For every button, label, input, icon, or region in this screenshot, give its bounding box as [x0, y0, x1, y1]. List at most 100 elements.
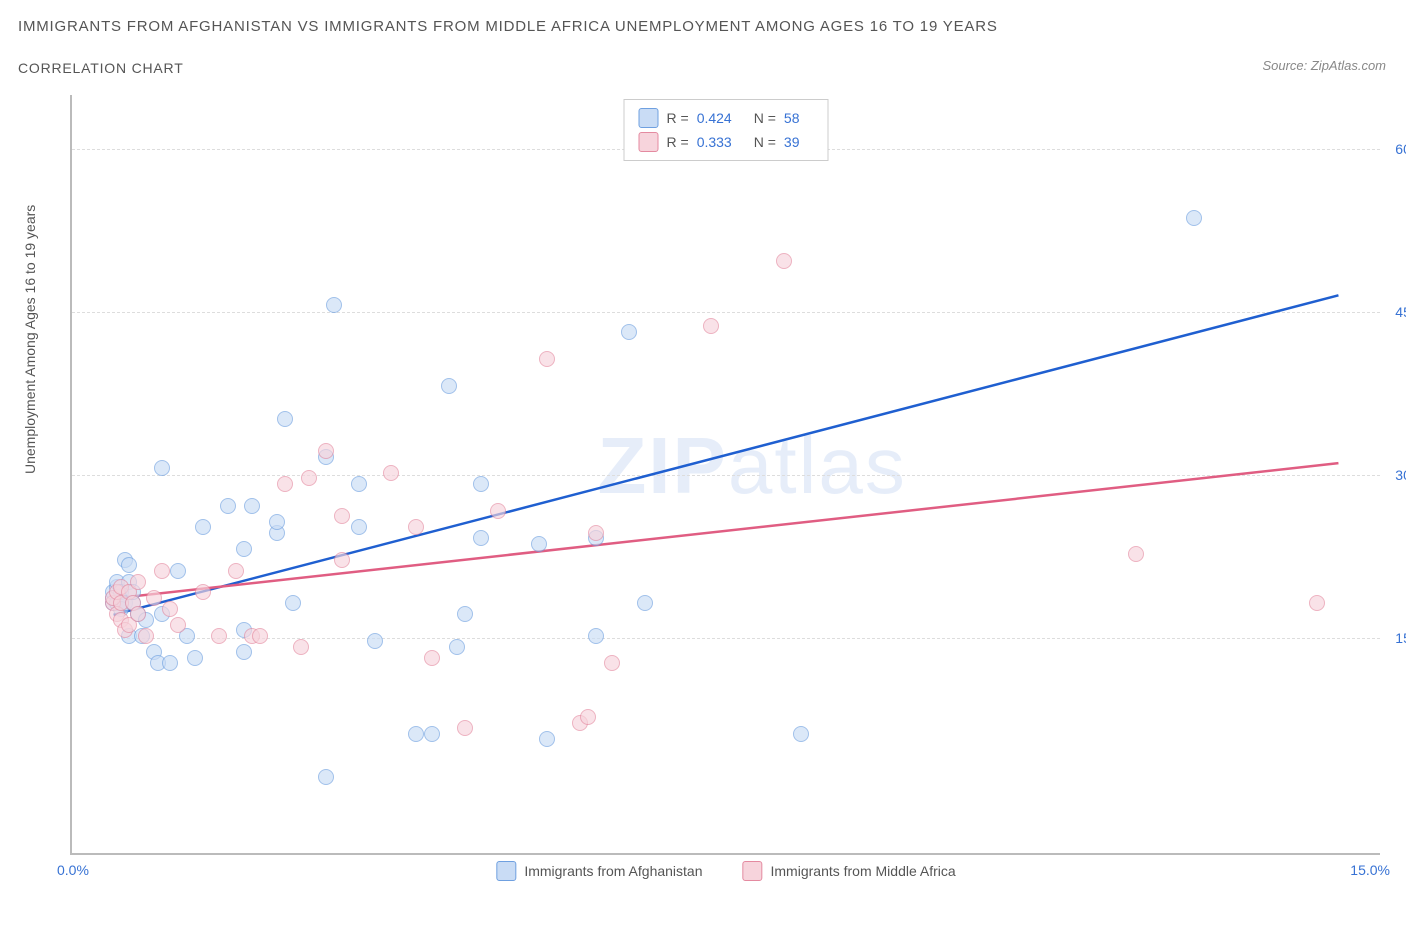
- series-legend-item: Immigrants from Afghanistan: [496, 861, 702, 881]
- data-point: [277, 476, 293, 492]
- data-point: [457, 606, 473, 622]
- chart-title: IMMIGRANTS FROM AFGHANISTAN VS IMMIGRANT…: [18, 18, 998, 35]
- data-point: [776, 253, 792, 269]
- data-point: [211, 628, 227, 644]
- legend-swatch: [639, 132, 659, 152]
- r-label: R =: [667, 110, 689, 126]
- y-tick-label: 45.0%: [1395, 304, 1406, 320]
- data-point: [580, 709, 596, 725]
- x-axis-min-label: 0.0%: [57, 862, 89, 878]
- data-point: [1186, 210, 1202, 226]
- data-point: [334, 508, 350, 524]
- stats-legend: R = 0.424 N = 58 R = 0.333 N = 39: [624, 99, 829, 161]
- n-label: N =: [754, 134, 776, 150]
- data-point: [473, 530, 489, 546]
- data-point: [588, 525, 604, 541]
- data-point: [351, 519, 367, 535]
- data-point: [162, 655, 178, 671]
- data-point: [170, 563, 186, 579]
- data-point: [318, 769, 334, 785]
- gridline: [72, 638, 1380, 639]
- data-point: [195, 519, 211, 535]
- y-axis-title: Unemployment Among Ages 16 to 19 years: [22, 205, 38, 474]
- data-point: [138, 628, 154, 644]
- trend-line: [114, 295, 1339, 614]
- data-point: [424, 650, 440, 666]
- data-point: [334, 552, 350, 568]
- data-point: [277, 411, 293, 427]
- data-point: [424, 726, 440, 742]
- data-point: [637, 595, 653, 611]
- r-label: R =: [667, 134, 689, 150]
- data-point: [170, 617, 186, 633]
- legend-swatch: [639, 108, 659, 128]
- r-value: 0.333: [697, 134, 732, 150]
- data-point: [252, 628, 268, 644]
- data-point: [457, 720, 473, 736]
- n-label: N =: [754, 110, 776, 126]
- watermark: ZIPatlas: [597, 420, 906, 512]
- trend-line: [114, 463, 1339, 598]
- data-point: [154, 460, 170, 476]
- data-point: [220, 498, 236, 514]
- data-point: [269, 514, 285, 530]
- r-value: 0.424: [697, 110, 732, 126]
- data-point: [228, 563, 244, 579]
- data-point: [588, 628, 604, 644]
- y-tick-label: 15.0%: [1395, 630, 1406, 646]
- data-point: [703, 318, 719, 334]
- data-point: [154, 563, 170, 579]
- data-point: [408, 519, 424, 535]
- data-point: [383, 465, 399, 481]
- data-point: [244, 498, 260, 514]
- data-point: [449, 639, 465, 655]
- data-point: [301, 470, 317, 486]
- plot-area: Unemployment Among Ages 16 to 19 years Z…: [70, 95, 1380, 855]
- data-point: [146, 590, 162, 606]
- chart-subtitle: CORRELATION CHART: [18, 60, 184, 76]
- data-point: [285, 595, 301, 611]
- gridline: [72, 475, 1380, 476]
- data-point: [408, 726, 424, 742]
- data-point: [293, 639, 309, 655]
- n-value: 39: [784, 134, 800, 150]
- data-point: [367, 633, 383, 649]
- data-point: [236, 541, 252, 557]
- series-legend: Immigrants from Afghanistan Immigrants fr…: [496, 861, 955, 881]
- series-label: Immigrants from Middle Africa: [771, 863, 956, 879]
- trendlines-svg: [72, 95, 1380, 853]
- data-point: [531, 536, 547, 552]
- y-tick-label: 30.0%: [1395, 467, 1406, 483]
- data-point: [793, 726, 809, 742]
- data-point: [236, 644, 252, 660]
- n-value: 58: [784, 110, 800, 126]
- data-point: [604, 655, 620, 671]
- stats-legend-row: R = 0.333 N = 39: [639, 130, 814, 154]
- source-attribution: Source: ZipAtlas.com: [1262, 58, 1386, 73]
- data-point: [539, 731, 555, 747]
- data-point: [351, 476, 367, 492]
- stats-legend-row: R = 0.424 N = 58: [639, 106, 814, 130]
- data-point: [130, 574, 146, 590]
- data-point: [318, 443, 334, 459]
- data-point: [490, 503, 506, 519]
- data-point: [621, 324, 637, 340]
- watermark-bold: ZIP: [597, 421, 727, 510]
- data-point: [539, 351, 555, 367]
- data-point: [121, 557, 137, 573]
- data-point: [1128, 546, 1144, 562]
- gridline: [72, 312, 1380, 313]
- watermark-light: atlas: [728, 421, 907, 510]
- data-point: [195, 584, 211, 600]
- legend-swatch: [496, 861, 516, 881]
- x-axis-max-label: 15.0%: [1350, 862, 1390, 878]
- series-legend-item: Immigrants from Middle Africa: [743, 861, 956, 881]
- data-point: [130, 606, 146, 622]
- data-point: [326, 297, 342, 313]
- data-point: [441, 378, 457, 394]
- series-label: Immigrants from Afghanistan: [524, 863, 702, 879]
- legend-swatch: [743, 861, 763, 881]
- data-point: [1309, 595, 1325, 611]
- data-point: [187, 650, 203, 666]
- y-tick-label: 60.0%: [1395, 141, 1406, 157]
